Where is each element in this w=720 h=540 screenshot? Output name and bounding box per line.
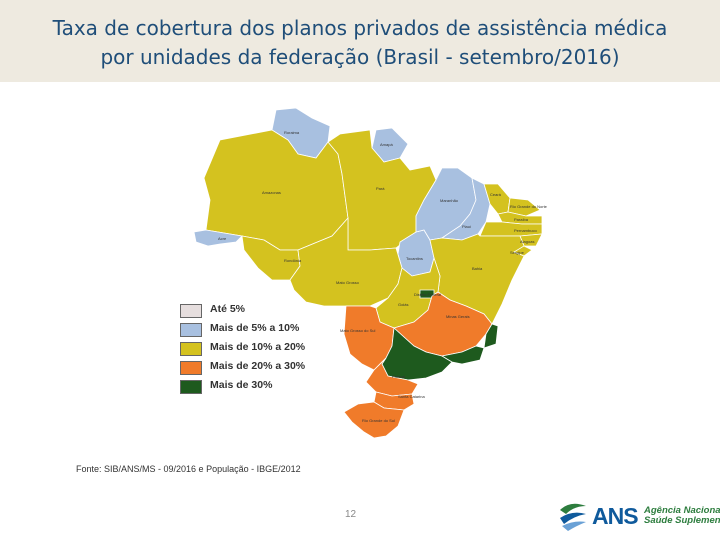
label-maranhao: Maranhão [440, 198, 459, 203]
legend-label: Mais de 20% a 30% [210, 360, 306, 372]
page-number: 12 [345, 509, 357, 520]
legend-label: Mais de 30% [210, 379, 273, 391]
slide-title: Taxa de cobertura dos planos privados de… [0, 14, 720, 72]
legend-swatch [180, 323, 202, 337]
label-alagoas: Alagoas [520, 239, 534, 244]
title-line-1: Taxa de cobertura dos planos privados de… [52, 16, 668, 40]
label-bahia: Bahia [472, 266, 483, 271]
brazil-map: Roraima Amapá Amazonas Pará Maranhão Cea… [193, 107, 548, 439]
state-rio-grande-do-norte [507, 197, 541, 217]
legend-label: Mais de 5% a 10% [210, 322, 300, 334]
label-rondonia: Rondônia [284, 258, 302, 263]
label-piaui: Piauí [462, 224, 472, 229]
legend-label: Mais de 10% a 20% [210, 341, 306, 353]
label-roraima: Roraima [284, 130, 300, 135]
ans-logo-line-2: Saúde Suplementar [644, 515, 720, 526]
label-minas-gerais: Minas Gerais [446, 314, 470, 319]
legend-swatch [180, 342, 202, 356]
ans-logo-subtitle: Agência Nacional de Saúde Suplementar [644, 506, 720, 526]
label-santa-catarina: Santa Catarina [398, 394, 425, 399]
title-bar: Taxa de cobertura dos planos privados de… [0, 0, 720, 82]
label-paraiba: Paraíba [514, 217, 529, 222]
label-mato-grosso-do-sul: Mato Grosso do Sul [340, 328, 375, 333]
label-para: Pará [376, 186, 385, 191]
state-espirito-santo [483, 323, 499, 349]
label-rio-grande-do-norte: Rio Grande do Norte [510, 204, 548, 209]
label-mato-grosso: Mato Grosso [336, 280, 360, 285]
state-parana [365, 357, 419, 397]
label-tocantins: Tocantins [406, 256, 423, 261]
label-pernambuco: Pernambuco [514, 228, 537, 233]
label-ceara: Ceará [490, 192, 502, 197]
label-acre: Acre [218, 236, 227, 241]
source-note: Fonte: SIB/ANS/MS - 09/2016 e População … [76, 464, 301, 474]
legend-swatch [180, 361, 202, 375]
title-line-2: por unidades da federação (Brasil - sete… [100, 45, 620, 69]
label-parana: Paraná [392, 374, 406, 379]
label-sergipe: Sergipe [510, 250, 525, 255]
label-goias: Goiás [398, 302, 408, 307]
ans-logo-mark-icon [560, 503, 586, 531]
label-amazonas: Amazonas [262, 190, 281, 195]
state-rio-grande-do-sul [343, 401, 405, 439]
ans-logo-line-1: Agência Nacional de [644, 505, 720, 516]
state-rio-de-janeiro [440, 345, 485, 365]
label-distrito-federal: Distrito Federal [414, 292, 441, 297]
legend-label: Até 5% [210, 303, 246, 315]
ans-logo: ANS Agência Nacional de Saúde Suplementa… [556, 500, 720, 532]
legend-swatch [180, 380, 202, 394]
label-amapa: Amapá [380, 142, 393, 147]
legend-swatch [180, 304, 202, 318]
ans-logo-name: ANS [592, 503, 639, 529]
label-rio-grande-do-sul: Rio Grande do Sul [362, 418, 395, 423]
state-acre [193, 229, 243, 247]
